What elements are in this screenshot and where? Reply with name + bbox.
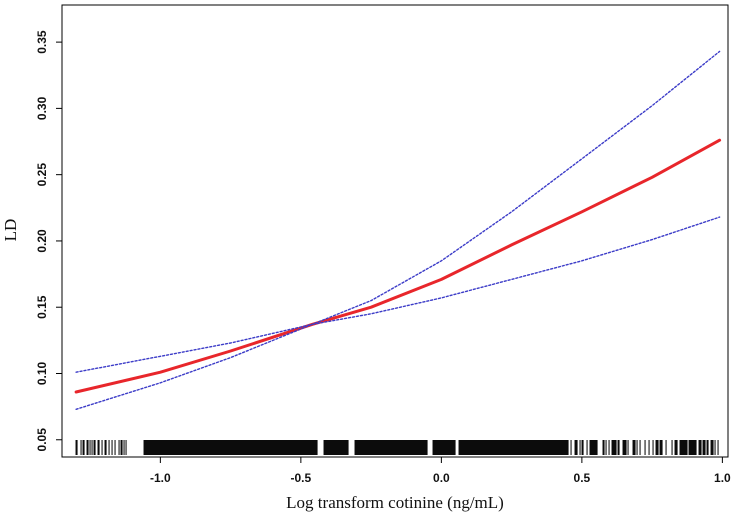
- x-tick-label: 1.0: [714, 471, 731, 485]
- series-line-upper-ci: [75, 50, 721, 373]
- x-axis-title: Log transform cotinine (ng/mL): [286, 493, 504, 512]
- x-tick-label: 0.5: [574, 471, 591, 485]
- y-tick-label: 0.30: [35, 96, 49, 120]
- y-tick-label: 0.35: [35, 30, 49, 54]
- x-tick-label: -1.0: [150, 471, 171, 485]
- series-layer: [74, 50, 722, 410]
- y-axis: 0.05 0.10 0.15 0.20 0.25 0.30 0.35: [35, 30, 62, 451]
- rug-layer: [75, 440, 719, 455]
- series-line-fit: [74, 138, 722, 394]
- plot-frame: [61, 4, 729, 458]
- y-tick-label: 0.25: [35, 163, 49, 187]
- x-axis: -1.0 -0.5 0.0 0.5 1.0: [150, 457, 731, 485]
- y-tick-label: 0.20: [35, 229, 49, 253]
- series-line-lower-ci: [75, 216, 721, 410]
- y-tick-label: 0.05: [35, 428, 49, 452]
- y-axis-title: LD: [1, 219, 20, 242]
- x-tick-label: -0.5: [291, 471, 312, 485]
- y-tick-label: 0.10: [35, 361, 49, 385]
- x-tick-label: 0.0: [433, 471, 450, 485]
- y-tick-label: 0.15: [35, 295, 49, 319]
